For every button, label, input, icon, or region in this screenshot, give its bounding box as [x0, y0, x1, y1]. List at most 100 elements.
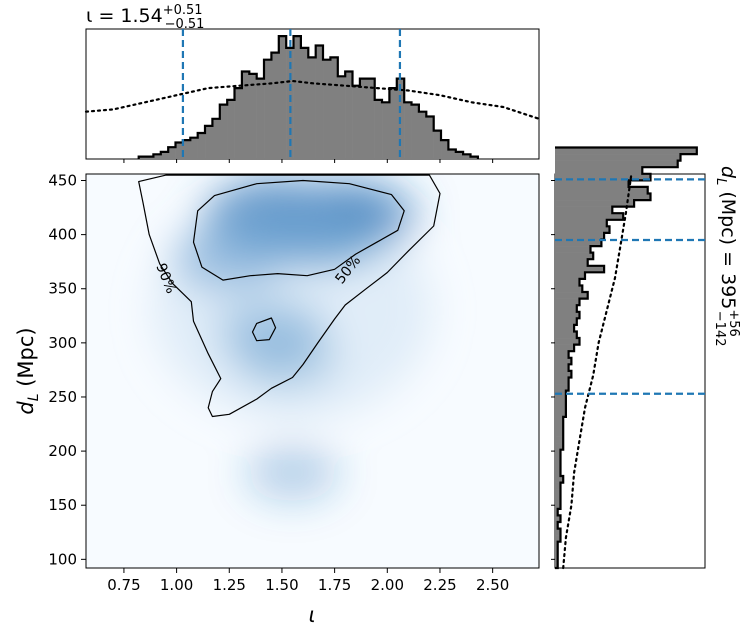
- top-hist-bar: [182, 140, 191, 159]
- y-tick-label: 400: [48, 226, 77, 244]
- top-hist-bar: [264, 59, 272, 159]
- top-hist-bar: [315, 45, 324, 159]
- y-tick-label: 300: [48, 334, 77, 352]
- y-axis-ticks: 100 150 200 250 300 350 400 450: [48, 171, 86, 568]
- right-hist-bar: [555, 292, 588, 299]
- top-hist-bar: [418, 111, 427, 159]
- top-hist-bar: [256, 78, 265, 159]
- right-hist-bar: [555, 357, 572, 365]
- right-hist-bar: [555, 469, 561, 477]
- x-tick-label: 1.00: [160, 576, 193, 594]
- x-tick-label: 1.75: [318, 576, 351, 594]
- top-hist-bar: [160, 151, 169, 159]
- right-marginal-histogram: [555, 146, 698, 570]
- right-hist-bar: [555, 344, 575, 352]
- y-tick-label: 200: [48, 442, 77, 460]
- density-heatmap: [152, 181, 433, 502]
- right-hist-bar: [555, 548, 558, 556]
- y-tick-label: 450: [48, 171, 77, 189]
- x-tick-label: 2.50: [476, 576, 509, 594]
- right-hist-bar: [555, 311, 580, 319]
- right-hist-bar: [555, 278, 580, 286]
- right-hist-bar: [555, 213, 624, 221]
- top-hist-bar: [234, 88, 243, 159]
- right-hist-bar: [555, 305, 577, 313]
- top-hist-bar: [389, 88, 398, 159]
- top-hist-bar: [146, 156, 154, 159]
- right-hist-bar: [555, 443, 564, 451]
- top-hist-bar: [374, 99, 383, 159]
- right-hist-bar: [555, 252, 594, 260]
- right-hist-bar: [555, 259, 588, 267]
- right-hist-bar: [555, 246, 591, 253]
- top-hist-bar: [323, 59, 331, 159]
- right-hist-bar: [555, 554, 558, 562]
- right-hist-bar: [555, 377, 569, 385]
- top-hist-bar: [433, 130, 442, 159]
- top-hist-bar: [271, 52, 280, 159]
- right-hist-bar: [555, 167, 643, 175]
- top-hist-bar: [382, 102, 390, 159]
- y-tick-label: 150: [48, 496, 77, 514]
- top-hist-bar: [300, 47, 309, 160]
- top-hist-bar: [308, 57, 316, 160]
- density-haze: [152, 200, 433, 421]
- right-hist-bar: [555, 285, 583, 293]
- right-hist-bar: [555, 324, 575, 332]
- right-hist-bar: [555, 508, 558, 516]
- right-hist-bar: [555, 232, 605, 240]
- right-hist-outline: [555, 146, 698, 570]
- y-tick-label: 350: [48, 280, 77, 298]
- top-hist-bar: [175, 142, 184, 159]
- right-hist-bar: [555, 522, 558, 529]
- contour-50: [251, 317, 277, 342]
- joint-panel: 0.75 1.00 1.25 1.50 1.75 2.00 2.25 2.50 100 150 2…: [14, 171, 540, 627]
- right-hist-bar: [555, 272, 585, 280]
- right-hist-bar: [555, 515, 561, 523]
- right-hist-bar: [555, 239, 602, 247]
- right-hist-bar: [555, 206, 613, 214]
- top-marginal-ticks: [123, 159, 494, 163]
- top-hist-bar: [241, 71, 250, 159]
- x-axis-ticks: 0.75 1.00 1.25 1.50 1.75 2.00 2.25 2.50: [107, 568, 509, 594]
- top-hist-bar: [337, 76, 346, 159]
- x-axis-title: ι: [308, 603, 315, 627]
- right-marginal-ticks: [551, 179, 555, 560]
- right-marginal-title: dL (Mpc) = 395+56−142: [712, 166, 741, 347]
- contour-50: [192, 179, 405, 281]
- right-hist-bar: [555, 489, 561, 497]
- right-hist-bar: [555, 462, 561, 470]
- top-hist-bar: [448, 149, 457, 159]
- right-hist-bar: [555, 265, 605, 273]
- right-hist-bar: [555, 147, 697, 155]
- top-hist-bar: [293, 36, 302, 159]
- top-hist-bar: [463, 154, 471, 159]
- right-hist-bar: [555, 541, 558, 549]
- right-hist-bar: [555, 561, 558, 569]
- right-hist-bar: [555, 318, 577, 326]
- x-tick-label: 2.00: [371, 576, 404, 594]
- right-hist-bar: [555, 338, 580, 345]
- top-hist-outline: [137, 35, 479, 159]
- right-hist-bar: [555, 476, 564, 483]
- top-hist-bar: [330, 57, 339, 160]
- top-prior-line: [84, 79, 541, 120]
- x-tick-label: 2.25: [423, 576, 456, 594]
- right-hist-bar: [555, 384, 569, 391]
- top-hist-bar: [197, 133, 206, 159]
- right-hist-bar: [555, 298, 580, 306]
- top-hist-bar: [153, 154, 162, 159]
- right-hist-bar: [555, 154, 681, 161]
- right-marginal-panel: dL (Mpc) = 395+56−142: [551, 146, 741, 570]
- right-hist-bar: [555, 331, 577, 339]
- top-hist-bar: [168, 147, 176, 159]
- top-marginal-title: ι = 1.54+0.51 −0.51: [86, 3, 204, 32]
- top-hist-bar: [286, 47, 294, 160]
- top-hist-bar: [227, 99, 235, 159]
- y-tick-label: 250: [48, 388, 77, 406]
- right-hist-bar: [555, 436, 564, 444]
- right-hist-bar: [555, 364, 569, 372]
- top-hist-bar: [411, 104, 420, 159]
- right-marginal-quantiles: [555, 178, 705, 395]
- top-hist-bar: [367, 78, 375, 159]
